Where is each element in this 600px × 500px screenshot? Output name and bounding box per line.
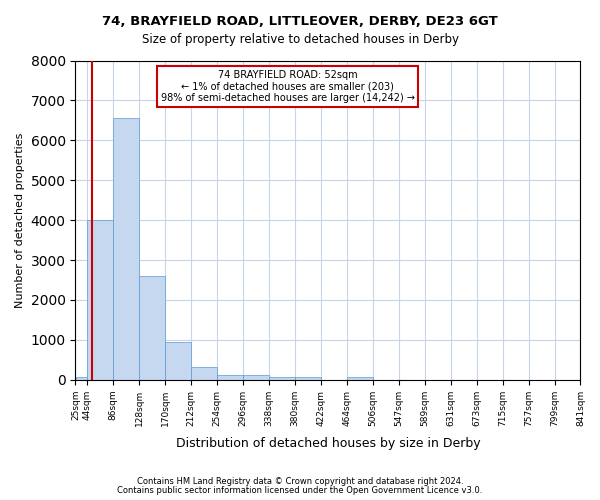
- Bar: [191, 367, 217, 380]
- X-axis label: Distribution of detached houses by size in Derby: Distribution of detached houses by size …: [176, 437, 480, 450]
- Bar: [269, 377, 295, 380]
- Bar: [88, 220, 113, 380]
- Bar: [166, 342, 191, 380]
- Text: 74, BRAYFIELD ROAD, LITTLEOVER, DERBY, DE23 6GT: 74, BRAYFIELD ROAD, LITTLEOVER, DERBY, D…: [102, 15, 498, 28]
- Bar: [76, 376, 87, 380]
- Text: Contains public sector information licensed under the Open Government Licence v3: Contains public sector information licen…: [118, 486, 482, 495]
- Text: 74 BRAYFIELD ROAD: 52sqm
← 1% of detached houses are smaller (203)
98% of semi-d: 74 BRAYFIELD ROAD: 52sqm ← 1% of detache…: [161, 70, 415, 103]
- Text: Size of property relative to detached houses in Derby: Size of property relative to detached ho…: [142, 32, 458, 46]
- Bar: [217, 374, 243, 380]
- Bar: [347, 378, 373, 380]
- Y-axis label: Number of detached properties: Number of detached properties: [15, 132, 25, 308]
- Bar: [295, 378, 321, 380]
- Text: Contains HM Land Registry data © Crown copyright and database right 2024.: Contains HM Land Registry data © Crown c…: [137, 477, 463, 486]
- Bar: [113, 118, 139, 380]
- Bar: [139, 276, 165, 380]
- Bar: [244, 376, 269, 380]
